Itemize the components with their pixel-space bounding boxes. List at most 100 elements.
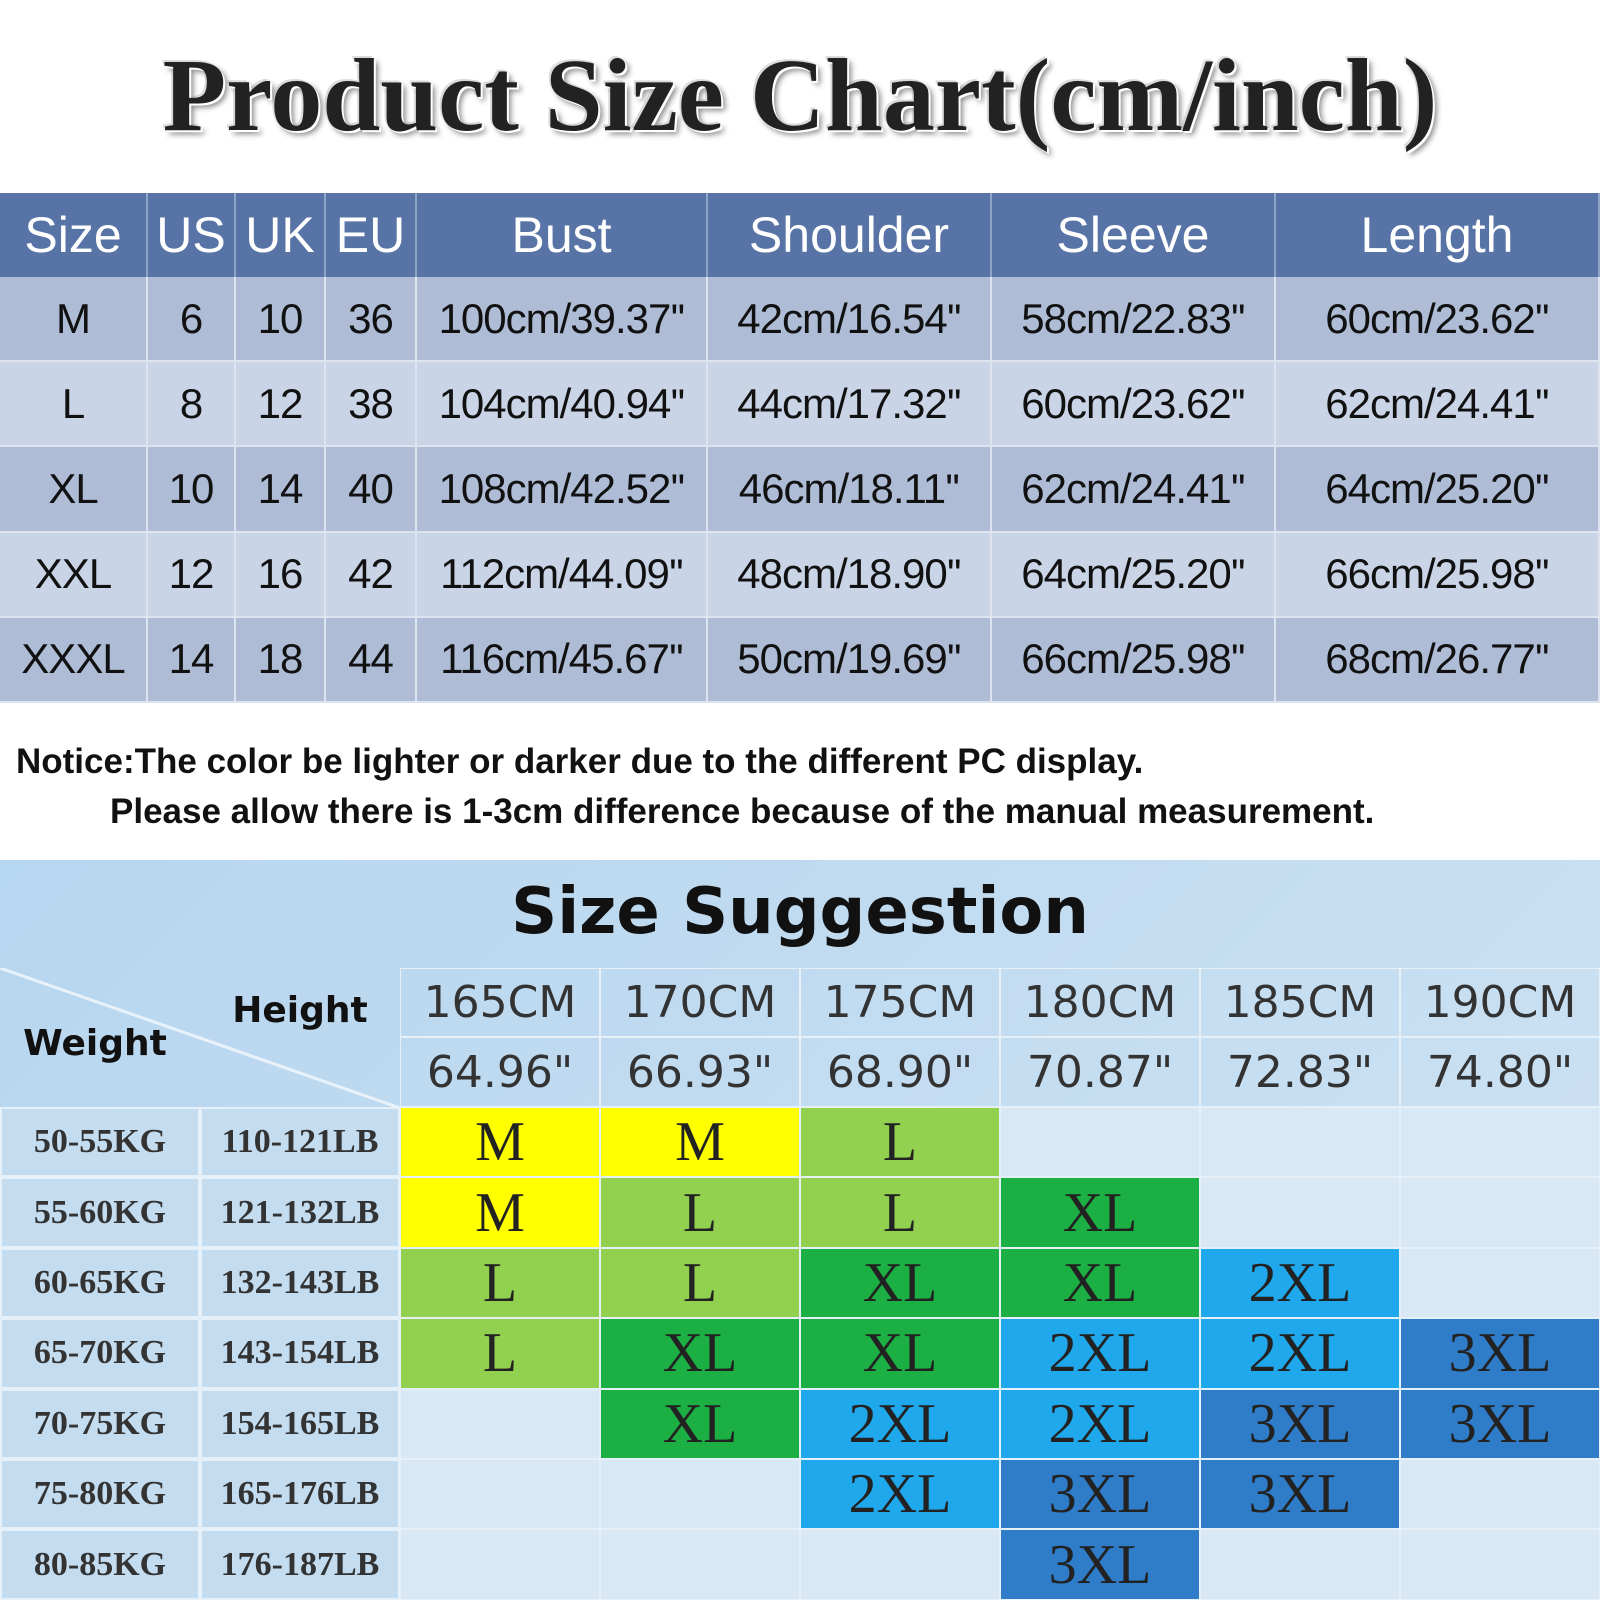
- table-cell: 60cm/23.62'': [992, 362, 1276, 448]
- title: Product Size Chart(cm/inch): [162, 37, 1438, 153]
- table-cell: 100cm/39.37'': [417, 277, 708, 363]
- table-cell: 42cm/16.54'': [708, 277, 992, 363]
- corner-diagonal: [0, 968, 400, 1108]
- table-header-cell: US: [148, 193, 236, 277]
- table-cell: 116cm/45.67'': [417, 617, 708, 703]
- suggestion-title: Size Suggestion: [511, 875, 1089, 949]
- weight-lb: 143-154LB: [200, 1318, 400, 1389]
- table-header-cell: UK: [236, 193, 326, 277]
- table-cell: 40: [326, 447, 417, 533]
- weight-lb: 176-187LB: [200, 1529, 400, 1600]
- size-cell: 3XL: [1400, 1388, 1600, 1459]
- table-cell: XXXL: [0, 617, 148, 703]
- table-cell: XL: [0, 447, 148, 533]
- size-cell: [400, 1388, 600, 1459]
- weight-kg: 55-60KG: [0, 1177, 200, 1248]
- size-cell: [600, 1459, 800, 1530]
- weight-lb: 110-121LB: [200, 1107, 400, 1178]
- weight-kg: 80-85KG: [0, 1529, 200, 1600]
- size-cell: 3XL: [1400, 1318, 1600, 1389]
- table-header-cell: EU: [326, 193, 417, 277]
- size-cell: M: [600, 1107, 800, 1178]
- size-cell: M: [400, 1107, 600, 1178]
- table-cell: 68cm/26.77'': [1276, 617, 1600, 703]
- table-cell: 62cm/24.41'': [992, 447, 1276, 533]
- weight-kg: 60-65KG: [0, 1247, 200, 1319]
- size-cell: 2XL: [1200, 1247, 1400, 1319]
- size-cell: L: [800, 1107, 1000, 1178]
- size-cell: XL: [1000, 1247, 1200, 1319]
- height-in: 70.87": [1000, 1037, 1200, 1107]
- size-cell: 2XL: [1200, 1318, 1400, 1389]
- size-cell: [1000, 1107, 1200, 1178]
- size-cell: 3XL: [1000, 1529, 1200, 1600]
- size-cell: XL: [1000, 1177, 1200, 1248]
- height-cm: 175CM: [800, 968, 1000, 1037]
- table-cell: 38: [326, 362, 417, 448]
- table-cell: 44: [326, 617, 417, 703]
- notice: Notice:The color be lighter or darker du…: [16, 742, 1144, 781]
- height-in: 66.93": [600, 1037, 800, 1107]
- table-cell: 8: [148, 362, 236, 448]
- notice: Please allow there is 1-3cm difference b…: [110, 792, 1375, 831]
- table-header-cell: Size: [0, 193, 148, 277]
- weight-kg: 70-75KG: [0, 1388, 200, 1459]
- size-cell: [1200, 1177, 1400, 1248]
- table-cell: 10: [148, 447, 236, 533]
- height-in: 64.96": [400, 1037, 600, 1107]
- size-cell: L: [800, 1177, 1000, 1248]
- table-header-cell: Length: [1276, 193, 1600, 277]
- table-cell: 58cm/22.83'': [992, 277, 1276, 363]
- table-cell: 18: [236, 617, 326, 703]
- table-cell: XXL: [0, 532, 148, 618]
- size-cell: XL: [600, 1388, 800, 1459]
- size-cell: 2XL: [1000, 1388, 1200, 1459]
- table-cell: 42: [326, 532, 417, 618]
- height-cm: 165CM: [400, 968, 600, 1037]
- size-cell: 3XL: [1200, 1459, 1400, 1530]
- size-cell: L: [600, 1247, 800, 1319]
- table-header-cell: Sleeve: [992, 193, 1276, 277]
- table-cell: 48cm/18.90'': [708, 532, 992, 618]
- size-cell: 3XL: [1000, 1459, 1200, 1530]
- size-cell: [1400, 1247, 1600, 1319]
- size-cell: XL: [800, 1318, 1000, 1389]
- height-in: 68.90": [800, 1037, 1000, 1107]
- table-cell: 108cm/42.52'': [417, 447, 708, 533]
- height-cm: 180CM: [1000, 968, 1200, 1037]
- weight-kg: 75-80KG: [0, 1459, 200, 1530]
- size-cell: [400, 1529, 600, 1600]
- size-cell: L: [600, 1177, 800, 1248]
- weight-label: Weight: [23, 1022, 167, 1064]
- size-cell: 2XL: [800, 1388, 1000, 1459]
- size-cell: M: [400, 1177, 600, 1248]
- weight-lb: 154-165LB: [200, 1388, 400, 1459]
- table-cell: 46cm/18.11'': [708, 447, 992, 533]
- table-cell: 104cm/40.94'': [417, 362, 708, 448]
- table-cell: 6: [148, 277, 236, 363]
- table-cell: 10: [236, 277, 326, 363]
- weight-kg: 65-70KG: [0, 1318, 200, 1389]
- size-cell: [1200, 1529, 1400, 1600]
- table-cell: 66cm/25.98'': [992, 617, 1276, 703]
- size-cell: [600, 1529, 800, 1600]
- weight-lb: 121-132LB: [200, 1177, 400, 1248]
- size-cell: L: [400, 1247, 600, 1319]
- size-cell: 3XL: [1200, 1388, 1400, 1459]
- height-in: 74.80": [1400, 1037, 1600, 1107]
- size-cell: [1400, 1177, 1600, 1248]
- table-cell: 66cm/25.98'': [1276, 532, 1600, 618]
- height-label: Height: [232, 989, 368, 1031]
- size-cell: 2XL: [1000, 1318, 1200, 1389]
- size-cell: [1400, 1529, 1600, 1600]
- height-cm: 185CM: [1200, 968, 1400, 1037]
- size-cell: [1200, 1107, 1400, 1178]
- height-in: 72.83": [1200, 1037, 1400, 1107]
- size-cell: L: [400, 1318, 600, 1389]
- table-header-cell: Bust: [417, 193, 708, 277]
- size-cell: XL: [600, 1318, 800, 1389]
- table-cell: 14: [236, 447, 326, 533]
- table-cell: 44cm/17.32'': [708, 362, 992, 448]
- table-cell: 64cm/25.20'': [1276, 447, 1600, 533]
- weight-lb: 165-176LB: [200, 1459, 400, 1530]
